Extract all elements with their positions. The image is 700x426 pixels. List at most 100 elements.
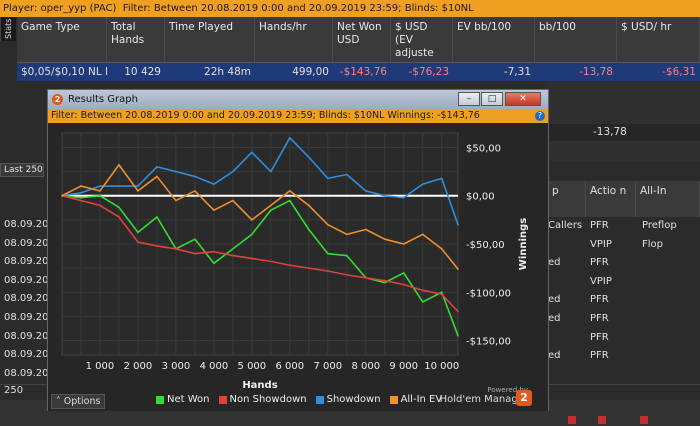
column-header[interactable]: Time Played bbox=[165, 17, 255, 62]
column-header[interactable]: Game Type bbox=[17, 17, 107, 62]
x-tick-label: 4 000 bbox=[200, 361, 229, 372]
data-point bbox=[440, 293, 443, 295]
help-icon[interactable]: ? bbox=[535, 111, 545, 121]
data-point bbox=[289, 199, 291, 202]
data-point bbox=[194, 252, 196, 255]
data-point bbox=[402, 272, 405, 274]
totals-bb100: -13,78 bbox=[548, 124, 700, 141]
x-tick-label: 7 000 bbox=[313, 361, 342, 372]
data-point bbox=[137, 185, 139, 187]
graph-area: 1 000 2 000 3 000 4 000 5 000 6 000 7 000 8 000… bbox=[48, 123, 548, 411]
table-empty-area bbox=[548, 81, 700, 161]
table-cell: Callers bbox=[548, 220, 583, 231]
table-row[interactable]: VPIP bbox=[548, 273, 700, 292]
table-cell: ed bbox=[548, 257, 561, 269]
table-cell bbox=[548, 236, 590, 255]
table-row[interactable]: ed PFR bbox=[548, 310, 700, 329]
column-header[interactable]: EV bb/100 bbox=[453, 17, 535, 62]
data-point bbox=[440, 248, 443, 250]
legend-label: Net Won bbox=[167, 394, 210, 405]
data-point bbox=[421, 183, 424, 185]
maximize-button[interactable]: □ bbox=[481, 92, 503, 106]
status-indicator bbox=[568, 416, 576, 424]
last-250-tab[interactable]: Last 250 bbox=[0, 163, 44, 177]
x-tick-label: 2 000 bbox=[124, 361, 153, 372]
date-cell: 08.09.20 bbox=[4, 274, 49, 286]
cell-hands-hr: 499,00 bbox=[292, 66, 329, 78]
data-point bbox=[118, 164, 120, 166]
close-button[interactable]: ✕ bbox=[505, 92, 541, 106]
y-axis-label: Winnings bbox=[518, 218, 529, 270]
graph-filter-bar: Filter: Between 20.08.2019 0:00 and 20.0… bbox=[48, 109, 548, 123]
date-column: 08.09.20 08.09.20 08.09.20 08.09.20 08.09.20… bbox=[4, 216, 49, 383]
series-line bbox=[61, 194, 459, 336]
table-cell: ed bbox=[548, 312, 561, 324]
column-header[interactable]: Total Hands bbox=[107, 17, 165, 62]
data-point bbox=[421, 233, 424, 236]
data-point bbox=[175, 199, 177, 202]
table-row[interactable]: PFR bbox=[548, 329, 700, 348]
series-line bbox=[61, 194, 459, 313]
chart-legend: Net Won Non Showdown Showdown All-In EV bbox=[156, 394, 442, 405]
data-point bbox=[457, 223, 459, 226]
data-point bbox=[383, 238, 386, 240]
table-row[interactable]: $0,05/$0,10 NL H 10 429 22h 48m 499,00 -… bbox=[17, 63, 700, 81]
table-row[interactable]: VPIP Flop bbox=[548, 236, 700, 255]
data-point bbox=[194, 175, 196, 178]
column-header[interactable]: Net Won USD bbox=[333, 17, 391, 62]
graph-filter-label: Filter: Between 20.08.2019 0:00 and 20.0… bbox=[51, 110, 480, 121]
table-cell bbox=[642, 273, 700, 292]
data-point bbox=[345, 173, 348, 176]
data-point bbox=[440, 177, 443, 180]
y-tick-label: -$50,00 bbox=[466, 240, 505, 251]
col-header-p[interactable]: p bbox=[548, 181, 586, 217]
results-graph-window[interactable]: 2 Results Graph – □ ✕ Filter: Between 20… bbox=[47, 89, 549, 411]
filter-label: Filter: Between 20.08.2019 0:00 and 20.0… bbox=[122, 3, 474, 14]
table-row[interactable]: ed PFR bbox=[548, 347, 700, 366]
window-titlebar[interactable]: 2 Results Graph – □ ✕ bbox=[48, 90, 548, 109]
data-point bbox=[213, 250, 215, 253]
col-header-action[interactable]: Actio n bbox=[586, 181, 636, 217]
table-cell bbox=[642, 347, 700, 366]
column-header[interactable]: $ USD (EV adjuste bbox=[391, 17, 453, 62]
table-row[interactable]: ed PFR bbox=[548, 254, 700, 273]
data-point bbox=[137, 231, 139, 234]
date-cell: 08.09.20 bbox=[4, 311, 49, 323]
data-point bbox=[232, 254, 234, 257]
data-point bbox=[61, 194, 63, 197]
stats-tab[interactable]: Stats bbox=[0, 17, 16, 41]
table-row[interactable]: ed PFR bbox=[548, 291, 700, 310]
column-header[interactable]: bb/100 bbox=[535, 17, 617, 62]
legend-label: Showdown bbox=[326, 394, 381, 405]
data-point bbox=[421, 301, 424, 303]
column-header[interactable]: Hands/hr bbox=[255, 17, 333, 62]
table-cell bbox=[642, 329, 700, 348]
data-point bbox=[326, 177, 329, 180]
legend-item: All-In EV bbox=[389, 394, 442, 405]
table-row[interactable]: Callers PFR Preflop bbox=[548, 217, 700, 236]
table-cell bbox=[548, 273, 590, 292]
data-point bbox=[345, 274, 348, 276]
data-point bbox=[270, 204, 272, 207]
data-point bbox=[175, 170, 177, 173]
minimize-button[interactable]: – bbox=[458, 92, 480, 106]
table-cell bbox=[642, 254, 700, 273]
col-header-allin[interactable]: All-In bbox=[636, 181, 700, 217]
column-header[interactable]: $ USD/ hr bbox=[617, 17, 700, 62]
data-point bbox=[308, 204, 310, 207]
data-point bbox=[118, 206, 120, 209]
data-point bbox=[99, 204, 101, 207]
table-cell: PFR bbox=[590, 294, 609, 306]
date-cell: 08.09.20 bbox=[4, 256, 49, 268]
cell-usd-hr: -$6,31 bbox=[662, 66, 696, 78]
data-point bbox=[364, 228, 367, 231]
data-point bbox=[326, 223, 329, 226]
table-cell: Flop bbox=[642, 238, 663, 250]
options-button[interactable]: ˄ Options bbox=[51, 394, 105, 409]
data-point bbox=[99, 194, 101, 197]
data-point bbox=[99, 185, 101, 187]
data-point bbox=[457, 310, 459, 313]
data-point bbox=[118, 216, 120, 218]
hands-table-rows: Callers PFR Preflop VPIP Flop ed PFR VPIP ed PFR e… bbox=[548, 217, 700, 366]
date-cell: 08.09.20 bbox=[4, 349, 49, 361]
